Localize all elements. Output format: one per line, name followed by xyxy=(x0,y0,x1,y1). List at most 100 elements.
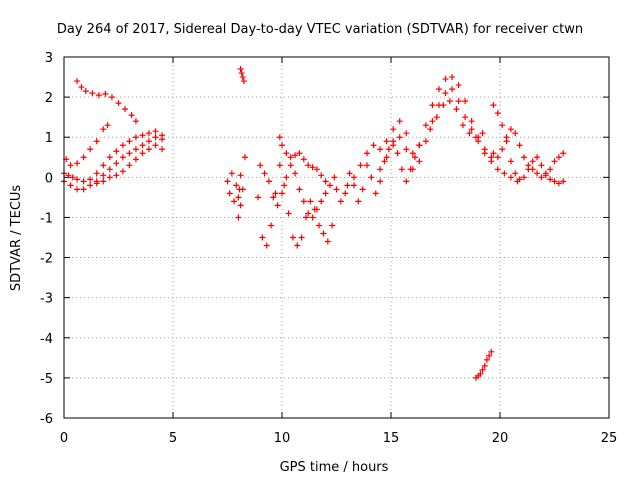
data-point xyxy=(372,190,379,197)
data-point xyxy=(446,98,453,105)
data-point xyxy=(235,214,242,221)
chart-title: Day 264 of 2017, Sidereal Day-to-day VTE… xyxy=(57,22,583,37)
series-track-l xyxy=(333,138,423,205)
y-tick-label: 1 xyxy=(45,131,53,146)
data-point xyxy=(122,106,129,113)
data-point xyxy=(100,172,107,179)
data-point xyxy=(555,180,562,187)
data-point xyxy=(481,150,488,157)
data-point xyxy=(80,154,87,161)
data-point xyxy=(494,110,501,117)
y-tick-label: 2 xyxy=(45,91,53,106)
data-points xyxy=(61,66,567,381)
data-point xyxy=(268,222,275,229)
data-point xyxy=(237,66,244,73)
data-point xyxy=(119,168,126,175)
series-track-g xyxy=(237,66,247,85)
series-track-o xyxy=(427,98,486,141)
data-point xyxy=(296,186,303,193)
data-point xyxy=(100,126,107,133)
data-point xyxy=(494,166,501,173)
data-point xyxy=(324,238,331,245)
data-point xyxy=(115,100,122,107)
data-point xyxy=(74,186,81,193)
data-point xyxy=(113,160,120,167)
data-point xyxy=(119,154,126,161)
data-point xyxy=(265,178,272,185)
data-point xyxy=(67,162,74,169)
data-point xyxy=(479,130,486,137)
data-point xyxy=(106,174,113,181)
data-point xyxy=(488,348,495,355)
data-point xyxy=(350,182,357,189)
data-point xyxy=(529,158,536,165)
data-point xyxy=(226,190,233,197)
data-point xyxy=(403,146,410,153)
data-point xyxy=(560,150,567,157)
data-point xyxy=(146,138,153,145)
data-point xyxy=(520,154,527,161)
data-point xyxy=(106,166,113,173)
data-point xyxy=(538,162,545,169)
data-point xyxy=(69,174,76,181)
data-point xyxy=(364,162,371,169)
data-point xyxy=(281,182,288,189)
data-point xyxy=(468,118,475,125)
data-point xyxy=(113,172,120,179)
data-point xyxy=(453,106,460,113)
data-point xyxy=(383,154,390,161)
data-point xyxy=(551,178,558,185)
data-point xyxy=(442,76,449,83)
data-point xyxy=(429,102,436,109)
data-point xyxy=(422,122,429,129)
data-point xyxy=(287,162,294,169)
y-tick-label: -5 xyxy=(40,372,53,387)
data-point xyxy=(377,166,384,173)
data-point xyxy=(416,142,423,149)
data-point xyxy=(100,162,107,169)
data-point xyxy=(494,154,501,161)
data-point xyxy=(560,178,567,185)
data-point xyxy=(507,174,514,181)
y-tick-label: -4 xyxy=(40,332,53,347)
series-track-d xyxy=(63,122,111,169)
series-track-m xyxy=(344,74,495,189)
data-point xyxy=(126,162,133,169)
data-point xyxy=(322,178,329,185)
data-point xyxy=(298,234,305,241)
data-point xyxy=(132,118,139,125)
data-point xyxy=(538,174,545,181)
data-point xyxy=(490,150,497,157)
data-point xyxy=(396,118,403,125)
data-point xyxy=(350,174,357,181)
data-point xyxy=(132,156,139,163)
data-point xyxy=(346,170,353,177)
plot-border xyxy=(63,56,610,419)
data-point xyxy=(449,86,456,93)
data-point xyxy=(479,366,486,373)
data-point xyxy=(235,194,242,201)
data-point xyxy=(503,134,510,141)
data-point xyxy=(512,170,519,177)
data-point xyxy=(289,234,296,241)
data-point xyxy=(344,182,351,189)
data-point xyxy=(499,146,506,153)
data-point xyxy=(300,156,307,163)
x-axis-label: GPS time / hours xyxy=(280,460,389,475)
data-point xyxy=(113,148,120,155)
data-point xyxy=(152,142,159,149)
data-point xyxy=(272,190,279,197)
data-point xyxy=(241,154,248,161)
data-point xyxy=(237,202,244,209)
data-point xyxy=(433,114,440,121)
data-point xyxy=(309,164,316,171)
data-point xyxy=(403,130,410,137)
data-point xyxy=(329,222,336,229)
data-point xyxy=(459,122,466,129)
data-point xyxy=(409,166,416,173)
data-point xyxy=(152,128,159,135)
data-point xyxy=(466,130,473,137)
data-point xyxy=(359,186,366,193)
data-point xyxy=(276,162,283,169)
